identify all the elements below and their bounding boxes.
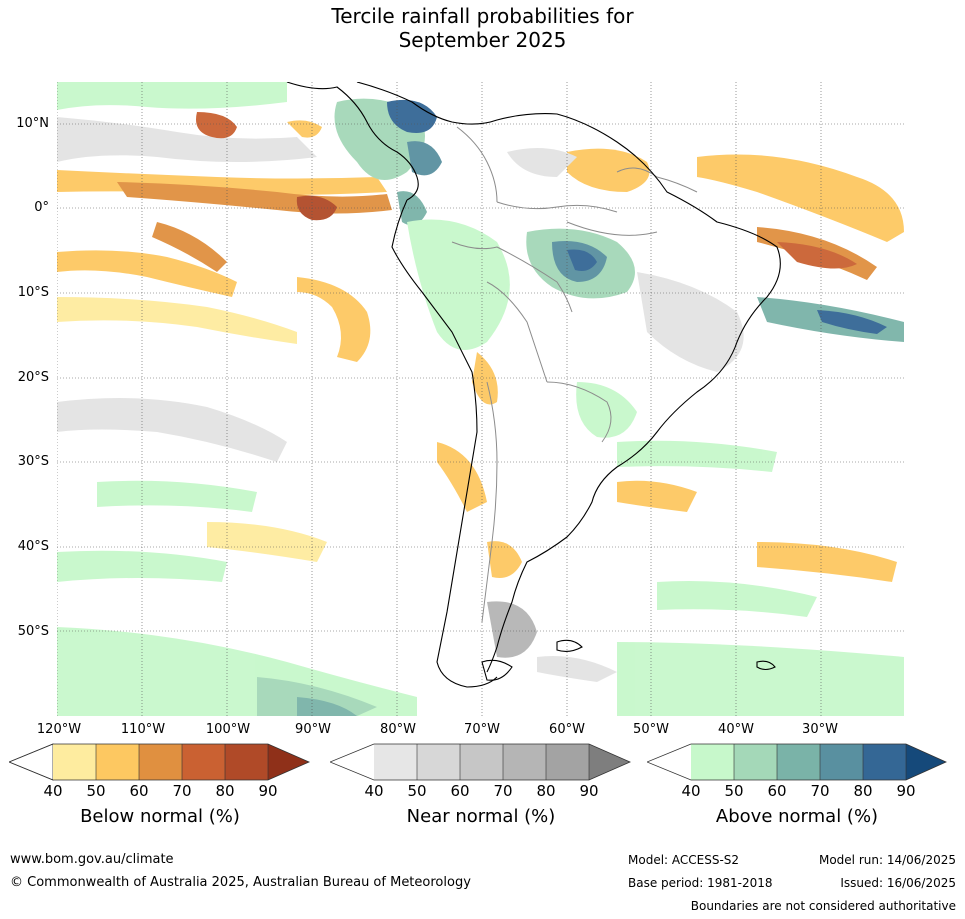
lat-label-30s: 30°S (17, 454, 49, 469)
below-tick-50: 50 (86, 782, 106, 800)
above-colorbar-segment-0 (647, 744, 691, 780)
lon-label-90w: 90°W (295, 722, 331, 737)
above-colorbar-segment-2 (734, 744, 777, 780)
below-colorbar-segment-3 (139, 744, 182, 780)
near-tick-50: 50 (407, 782, 427, 800)
map-canvas (57, 82, 904, 716)
below-colorbar-segment-1 (53, 744, 96, 780)
below-tick-70: 70 (172, 782, 192, 800)
below-tick-80: 80 (215, 782, 235, 800)
near-tick-40: 40 (364, 782, 384, 800)
lat-label-40s: 40°S (17, 539, 49, 554)
coastlines (286, 82, 781, 688)
lon-label-110w: 110°W (120, 722, 166, 737)
lat-label-50s: 50°S (17, 624, 49, 639)
lat-label-20s: 20°S (17, 370, 49, 385)
above-tick-70: 70 (810, 782, 830, 800)
near-tick-80: 80 (536, 782, 556, 800)
footer-base-period: Base period: 1981-2018 (628, 876, 773, 890)
lon-label-80w: 80°W (380, 722, 416, 737)
near-colorbar-segment-5 (546, 744, 589, 780)
footer-model-run: Model run: 14/06/2025 (818, 853, 956, 867)
lon-label-50w: 50°W (633, 722, 669, 737)
probability-map (57, 82, 904, 716)
above-colorbar-segment-3 (777, 744, 820, 780)
near-colorbar-segment-3 (460, 744, 503, 780)
lon-label-100w: 100°W (205, 722, 251, 737)
below-colorbar-segment-4 (182, 744, 225, 780)
colorbar-above (647, 743, 947, 781)
lat-label-0: 0° (34, 200, 49, 215)
lon-label-40w: 40°W (718, 722, 754, 737)
above-normal-title: Above normal (%) (715, 806, 879, 827)
near-tick-90: 90 (579, 782, 599, 800)
near-colorbar-segment-6 (589, 744, 630, 780)
near-colorbar-segment-4 (503, 744, 546, 780)
below-colorbar-segment-6 (268, 744, 309, 780)
near-colorbar-segment-1 (374, 744, 417, 780)
colorbar-near (330, 743, 631, 781)
near-colorbar-segment-2 (417, 744, 460, 780)
map-title: Tercile rainfall probabilities for Septe… (0, 4, 965, 52)
map-title-line2: September 2025 (398, 28, 567, 52)
footer-model: Model: ACCESS-S2 (628, 853, 740, 867)
above-tick-90: 90 (896, 782, 916, 800)
above-colorbar-segment-4 (820, 744, 863, 780)
below-colorbar-segment-5 (225, 744, 268, 780)
below-colorbar-segment-0 (9, 743, 54, 781)
near-tick-60: 60 (450, 782, 470, 800)
below-normal-title: Below normal (%) (80, 806, 240, 827)
country-borders (451, 126, 698, 623)
below-tick-90: 90 (258, 782, 278, 800)
lon-label-30w: 30°W (802, 722, 838, 737)
above-tick-60: 60 (767, 782, 787, 800)
lon-label-70w: 70°W (464, 722, 500, 737)
above-tick-80: 80 (853, 782, 873, 800)
above-colorbar-segment-5 (863, 744, 906, 780)
colorbar-below (9, 743, 310, 781)
footer-disclaimer: Boundaries are not considered authoritat… (690, 899, 956, 913)
footer-issued: Issued: 16/06/2025 (840, 876, 956, 890)
footer-copyright: © Commonwealth of Australia 2025, Austra… (10, 875, 471, 890)
near-colorbar-segment-0 (330, 744, 374, 780)
lon-label-120w: 120°W (36, 722, 82, 737)
map-title-line1: Tercile rainfall probabilities for (331, 4, 634, 28)
above-colorbar-segment-1 (691, 744, 734, 780)
gridlines (57, 82, 904, 716)
below-colorbar-segment-2 (96, 744, 139, 780)
near-tick-70: 70 (493, 782, 513, 800)
below-tick-40: 40 (43, 782, 63, 800)
above-colorbar-segment-6 (906, 744, 946, 780)
lat-label-10n: 10°N (16, 116, 49, 131)
above-tick-40: 40 (681, 782, 701, 800)
near-normal-title: Near normal (%) (406, 806, 556, 827)
probability-patches (57, 82, 904, 716)
footer-url[interactable]: www.bom.gov.au/climate (10, 852, 174, 867)
below-tick-60: 60 (129, 782, 149, 800)
lon-label-60w: 60°W (549, 722, 585, 737)
lat-label-10s: 10°S (17, 285, 49, 300)
above-tick-50: 50 (724, 782, 744, 800)
